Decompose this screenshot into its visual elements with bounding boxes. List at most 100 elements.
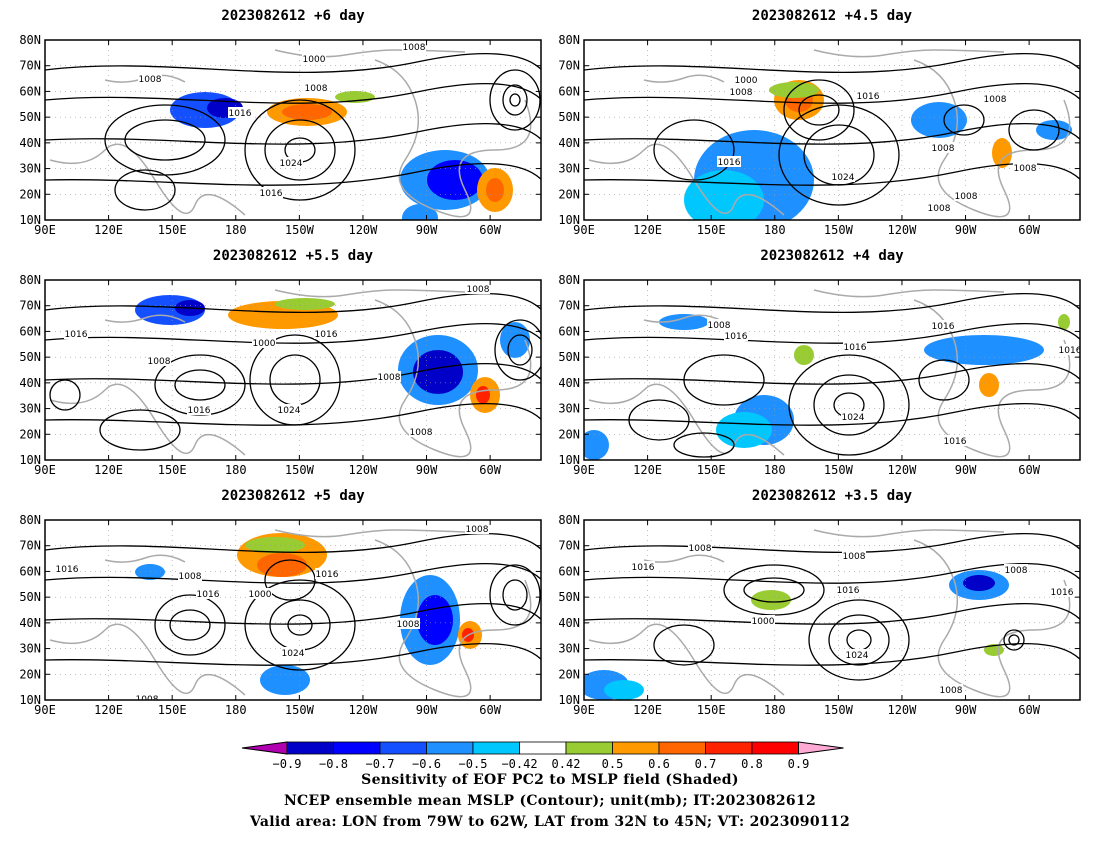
isobar-contour <box>154 594 226 656</box>
lat-tick-label: 20N <box>19 667 41 681</box>
sensitivity-shading <box>413 350 463 394</box>
lon-tick-label: 60W <box>479 703 501 717</box>
contour-label: 1024 <box>832 173 855 183</box>
isobar-contour <box>45 533 541 554</box>
map-area: 1008 1008 1016 1008 1016 1016 1000 1024 1008 <box>584 520 1080 700</box>
colorbar-segment <box>472 741 520 755</box>
contour-label: 1016 <box>316 570 339 580</box>
lat-tick-label: 80N <box>558 513 580 527</box>
isobar-contour <box>808 599 910 681</box>
coastline <box>813 289 1005 298</box>
caption-line-2: NCEP ensemble mean MSLP (Contour); unit(… <box>283 793 817 809</box>
isobar-contour <box>798 94 840 126</box>
lat-tick-label: 50N <box>19 110 41 124</box>
lat-tick-label: 60N <box>19 564 41 578</box>
lat-tick-label: 60N <box>558 324 580 338</box>
map-panels: 2023082612 +6 day10081000100810081016102… <box>19 8 1082 717</box>
map-frame <box>44 279 542 461</box>
colorbar-segment <box>519 741 567 755</box>
isobar-contour <box>45 323 541 344</box>
sensitivity-shading <box>245 537 305 553</box>
lat-tick-label: 30N <box>19 642 41 656</box>
lon-tick-label: 60W <box>1018 463 1040 477</box>
contour-label: 1016 <box>718 158 741 168</box>
lat-tick-label: 50N <box>19 350 41 364</box>
lon-tick-label: 120W <box>348 463 378 477</box>
isobar-contour <box>45 163 541 186</box>
lon-tick-label: 120W <box>887 703 917 717</box>
contour-label: 1008 <box>955 192 978 202</box>
isobar-contour <box>114 169 176 211</box>
isobar-contour <box>49 379 81 411</box>
map-area: 1000 1008 1016 1008 1008 1016 1024 1008 1008 1008 <box>584 40 1080 220</box>
sensitivity-shading <box>260 665 310 695</box>
contour-label: 1000 <box>253 339 276 349</box>
contour-label: 1016 <box>932 322 955 332</box>
contour-label: 1000 <box>249 590 272 600</box>
contour-label: 1016 <box>1059 346 1082 356</box>
lat-tick-label: 20N <box>558 427 580 441</box>
sensitivity-shading <box>963 575 995 591</box>
colorbar-tick-label: 0.7 <box>695 757 717 771</box>
lat-tick-label: 70N <box>19 59 41 73</box>
isobar-contour <box>124 119 206 161</box>
isobar-contour <box>45 293 541 314</box>
lon-tick-label: 120E <box>94 463 123 477</box>
lat-tick-label: 80N <box>19 273 41 287</box>
lat-tick-label: 20N <box>19 187 41 201</box>
lon-tick-label: 150W <box>285 703 315 717</box>
contour-label: 1008 <box>932 144 955 154</box>
coastline <box>643 74 725 83</box>
sensitivity-shading <box>751 590 791 610</box>
map-panel-1: 2023082612 +6 day 1008 1000 1008 1008 1016 102… <box>19 8 542 237</box>
lat-tick-label: 50N <box>558 110 580 124</box>
lat-tick-label: 80N <box>19 513 41 527</box>
contour-label: 1008 <box>466 525 489 535</box>
panel-title: 2023082612 +4.5 day <box>752 8 913 24</box>
map-frame <box>583 519 1081 701</box>
isobar-contour <box>584 643 1080 666</box>
lat-tick-label: 60N <box>19 324 41 338</box>
lat-tick-label: 10N <box>19 453 41 467</box>
sensitivity-shading <box>486 178 504 202</box>
lon-tick-label: 60W <box>1018 703 1040 717</box>
lon-tick-label: 150W <box>285 463 315 477</box>
isobar-contour <box>174 369 226 401</box>
contour-label: 1008 <box>305 84 328 94</box>
lon-tick-label: 180 <box>225 703 247 717</box>
isobar-contour <box>287 614 313 636</box>
colorbar-tick-label: −0.6 <box>412 757 441 771</box>
isobar-contour <box>778 104 900 206</box>
contour-label: 1008 <box>843 552 866 562</box>
lat-tick-label: 20N <box>558 187 580 201</box>
lat-tick-label: 60N <box>19 84 41 98</box>
lon-tick-label: 180 <box>764 463 786 477</box>
contour-label: 1008 <box>467 285 490 295</box>
colorbar-segment <box>612 741 660 755</box>
lon-tick-label: 150E <box>158 223 187 237</box>
isobar-contour <box>509 93 521 107</box>
map-frame <box>583 39 1081 221</box>
isobar-contour <box>1008 109 1060 151</box>
contour-label: 1024 <box>846 651 869 661</box>
contour-label: 1016 <box>197 590 220 600</box>
lat-tick-label: 40N <box>19 616 41 630</box>
coastline <box>913 299 1071 458</box>
sensitivity-shading <box>257 553 307 577</box>
isobar-contour <box>45 53 541 74</box>
lat-tick-label: 10N <box>558 453 580 467</box>
lat-tick-label: 50N <box>558 350 580 364</box>
colorbar-tick-label: −0.9 <box>273 757 302 771</box>
contour-label: 1008 <box>136 695 159 705</box>
sensitivity-shading <box>1058 314 1070 330</box>
isobar-contour <box>45 403 541 426</box>
lon-tick-label: 90W <box>955 223 977 237</box>
caption-line-1: Sensitivity of EOF PC2 to MSLP field (Sh… <box>361 772 739 788</box>
colorbar-tick-label: 0.5 <box>602 757 624 771</box>
lon-tick-label: 90W <box>416 223 438 237</box>
coastline <box>588 383 785 456</box>
contour-label: 1024 <box>280 159 303 169</box>
lon-tick-label: 90E <box>34 703 56 717</box>
sensitivity-shading <box>769 82 819 98</box>
